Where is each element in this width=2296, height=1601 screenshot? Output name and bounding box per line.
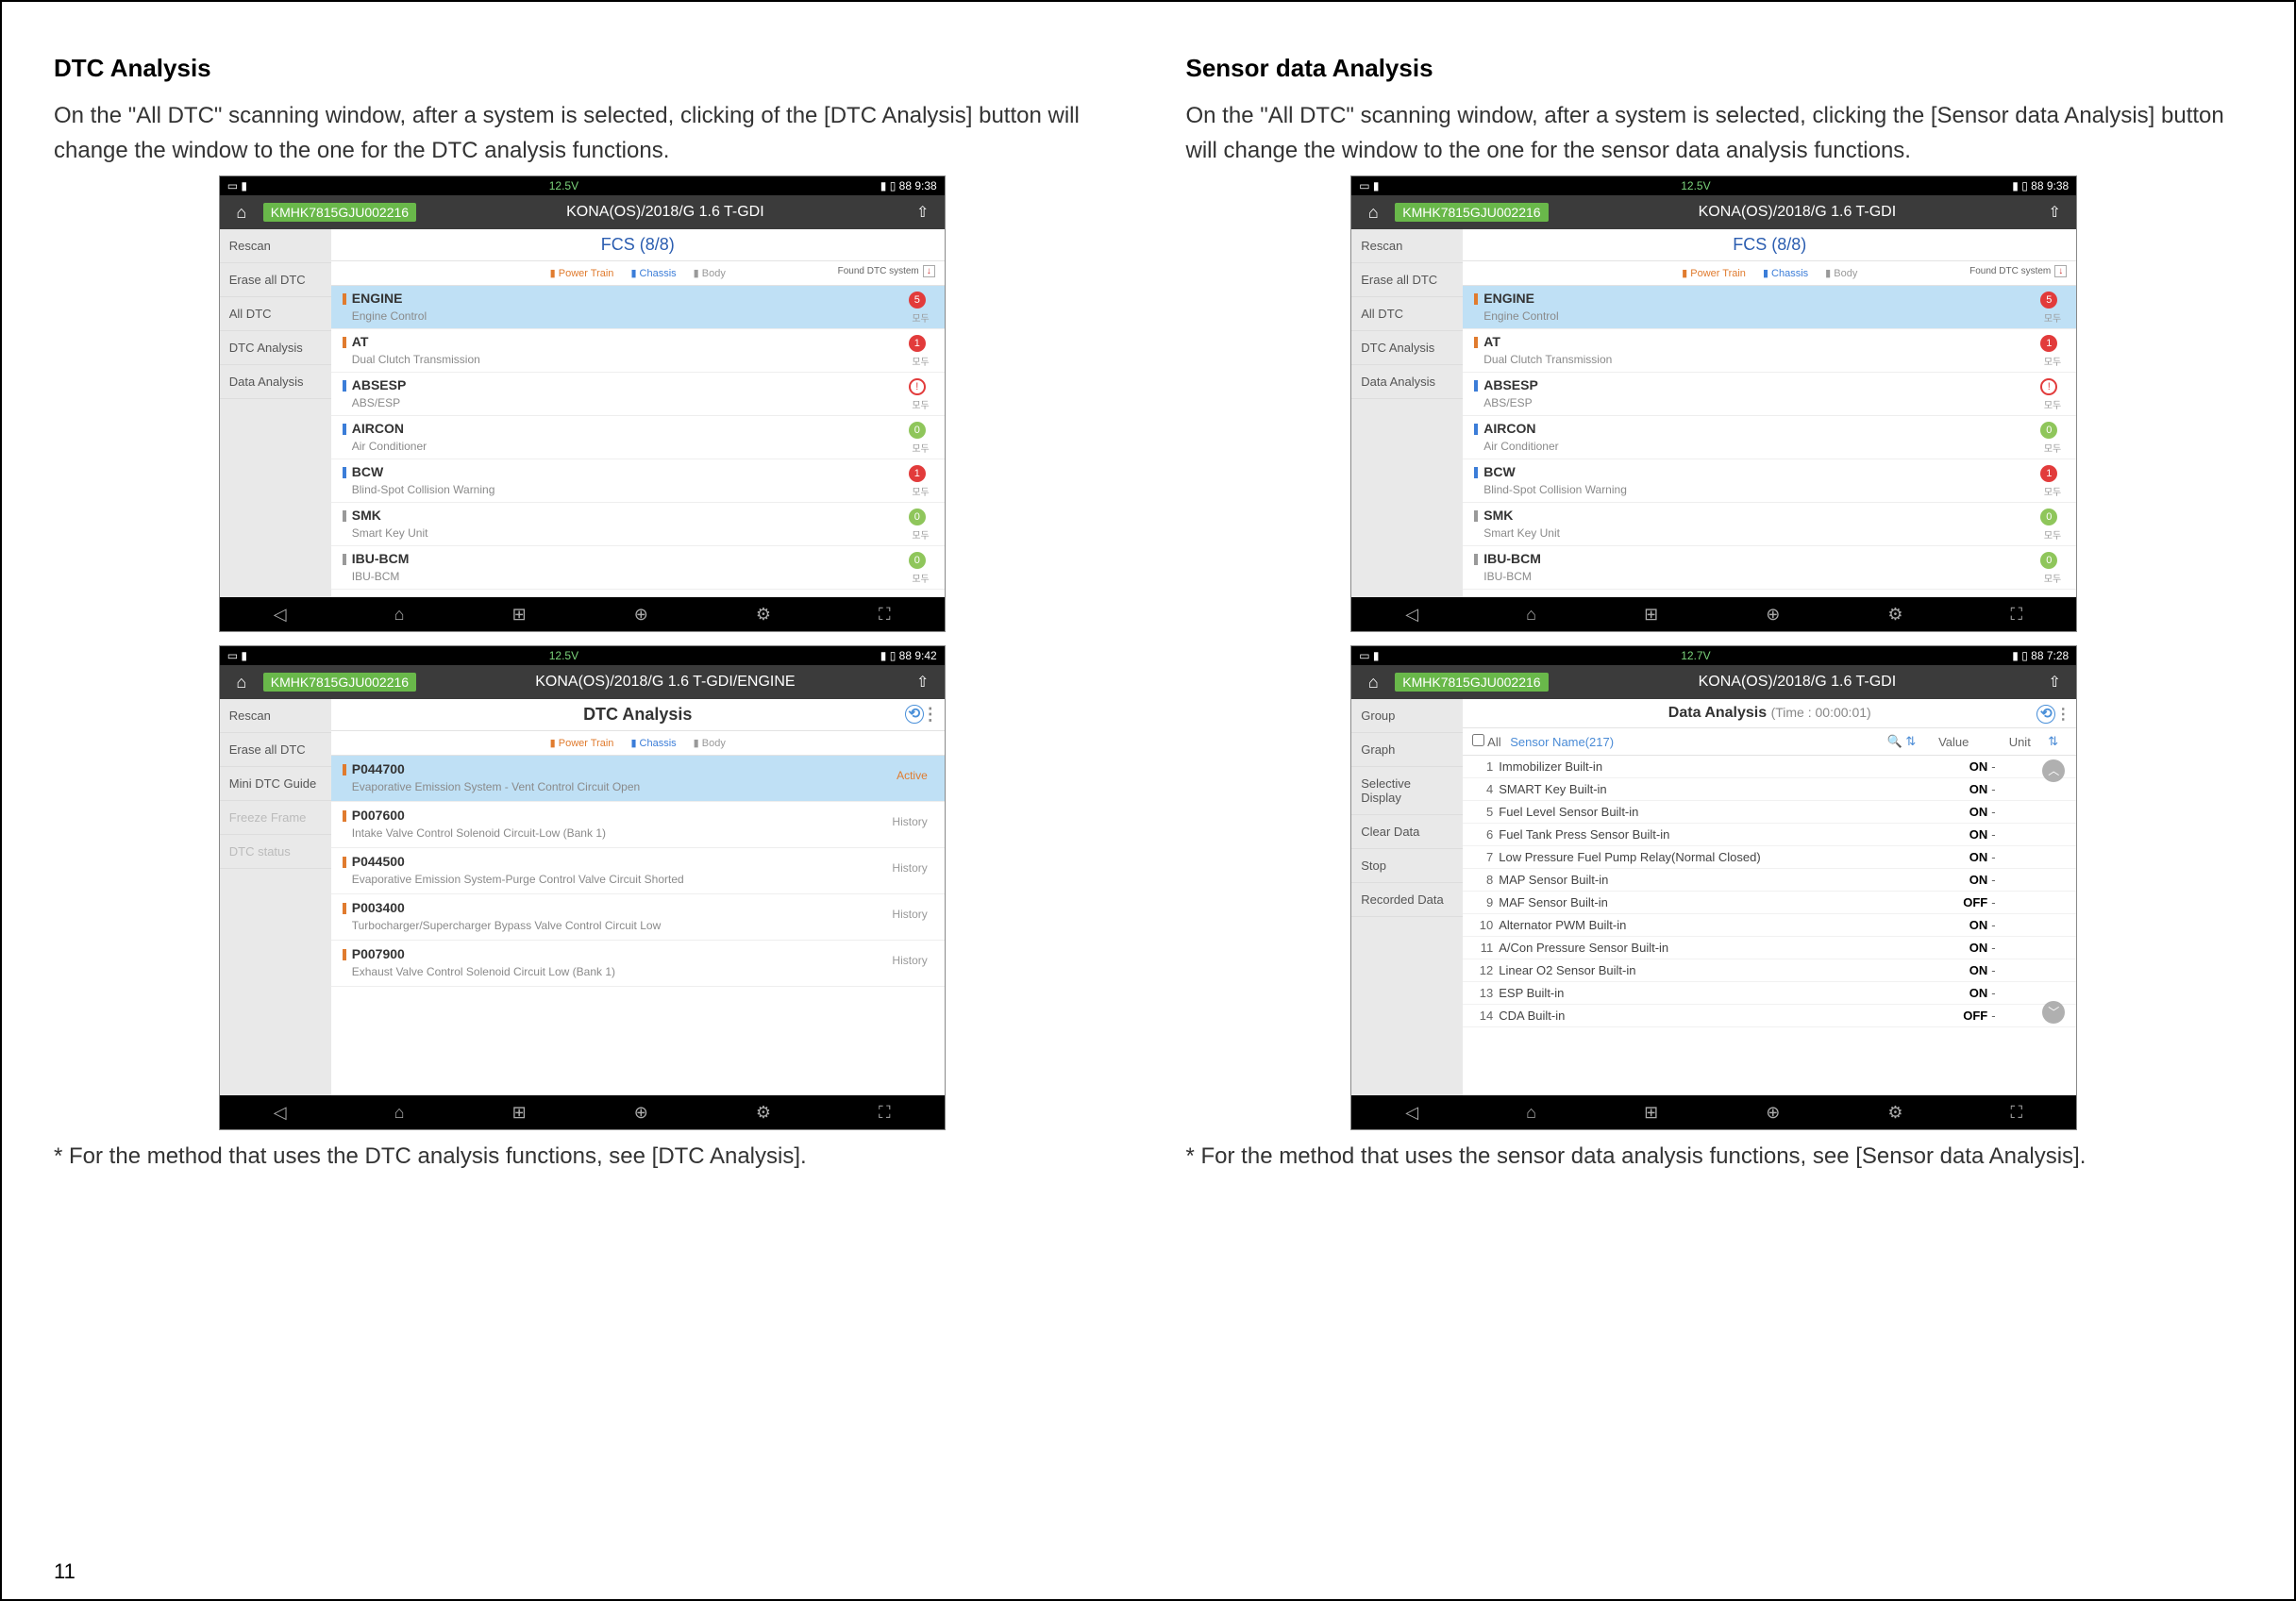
back-icon[interactable]: ◁ [274,605,287,625]
dtc-item[interactable]: P007900Exhaust Valve Control Solenoid Ci… [331,941,945,987]
system-item[interactable]: ABSESPABS/ESP!모두 [1463,373,2076,416]
sidebar-item[interactable]: Freeze Frame [220,801,331,835]
filter-chassis[interactable]: Chassis [630,267,676,279]
sidebar-item[interactable]: Graph [1351,733,1463,767]
system-item[interactable]: SMKSmart Key Unit0모두 [1463,503,2076,546]
sidebar-item[interactable]: Rescan [220,699,331,733]
filter-row: Power Train Chassis Body Found DTC syste… [331,261,945,286]
data-row[interactable]: 6Fuel Tank Press Sensor Built-inON- [1463,824,2076,846]
dtc-screenshot: ▭ ▮12.5V▮ ▯ 88 9:42 ⌂ KMHK7815GJU002216 … [219,645,946,1130]
fcs-screenshot-2: ▭ ▮12.5V▮ ▯ 88 9:38 ⌂ KMHK7815GJU002216 … [1350,175,2077,632]
data-header: All Sensor Name(217) 🔍 ⇅ Value Unit ⇅ [1463,728,2076,756]
system-item[interactable]: ATDual Clutch Transmission1모두 [331,329,945,373]
sidebar-item[interactable]: Data Analysis [220,365,331,399]
sidebar-item[interactable]: Data Analysis [1351,365,1463,399]
globe-icon[interactable]: ⊕ [634,605,648,625]
nav-bar: ◁ ⌂ ⊞ ⊕ ⚙ ⛶ [220,597,945,631]
filter-body[interactable]: Body [694,267,726,279]
system-item[interactable]: ATDual Clutch Transmission1모두 [1463,329,2076,373]
dtc-heading: DTC Analysis [54,54,1111,83]
sidebar-item[interactable]: All DTC [220,297,331,331]
system-item[interactable]: AIRCONAir Conditioner0모두 [331,416,945,459]
fcs-sidebar: RescanErase all DTCAll DTCDTC AnalysisDa… [220,229,331,597]
all-checkbox[interactable] [1472,734,1484,746]
sidebar-item[interactable]: Selective Display [1351,767,1463,815]
sidebar-item[interactable]: DTC status [220,835,331,869]
fcs-title: FCS (8/8) [331,229,945,261]
home-icon[interactable]: ⌂ [220,203,263,223]
data-screenshot: ▭ ▮12.7V▮ ▯ 88 7:28 ⌂ KMHK7815GJU002216 … [1350,645,2077,1130]
system-item[interactable]: ENGINEEngine Control5모두 [331,286,945,329]
data-row[interactable]: 9MAF Sensor Built-inOFF- [1463,892,2076,914]
sidebar-item[interactable]: Group [1351,699,1463,733]
fcs-screenshot: ▭ ▮12.5V▮ ▯ 88 9:38 ⌂ KMHK7815GJU002216 … [219,175,946,632]
dtc-item[interactable]: P007600Intake Valve Control Solenoid Cir… [331,802,945,848]
system-item[interactable]: AIRCONAir Conditioner0모두 [1463,416,2076,459]
filter-power[interactable]: Power Train [550,267,614,279]
data-row[interactable]: 13ESP Built-inON- [1463,982,2076,1005]
home-nav-icon[interactable]: ⌂ [394,605,405,625]
data-row[interactable]: 4SMART Key Built-inON- [1463,778,2076,801]
sidebar-item[interactable]: Erase all DTC [220,733,331,767]
sidebar-item[interactable]: All DTC [1351,297,1463,331]
dtc-title: DTC Analysis⟲⋮ [331,699,945,731]
sidebar-item[interactable]: Mini DTC Guide [220,767,331,801]
system-item[interactable]: IBU-BCMIBU-BCM0모두 [1463,546,2076,590]
sidebar-item[interactable]: DTC Analysis [1351,331,1463,365]
home-icon[interactable]: ⌂ [220,673,263,692]
data-row[interactable]: 11A/Con Pressure Sensor Built-inON- [1463,937,2076,959]
data-row[interactable]: 5Fuel Level Sensor Built-inON- [1463,801,2076,824]
data-row[interactable]: 8MAP Sensor Built-inON- [1463,869,2076,892]
page: DTC Analysis On the "All DTC" scanning w… [0,0,2296,1601]
page-number: 11 [54,1559,75,1584]
title-bar: ⌂ KMHK7815GJU002216 KONA(OS)/2018/G 1.6 … [220,195,945,229]
system-item[interactable]: ABSESPABS/ESP!모두 [331,373,945,416]
data-row[interactable]: 1Immobilizer Built-inON- [1463,756,2076,778]
right-column: Sensor data Analysis On the "All DTC" sc… [1186,54,2243,1170]
sidebar-item[interactable]: Recorded Data [1351,883,1463,917]
system-list: ENGINEEngine Control5모두ATDual Clutch Tra… [331,286,945,590]
dtc-footnote: * For the method that uses the DTC analy… [54,1143,1111,1170]
system-item[interactable]: IBU-BCMIBU-BCM0모두 [331,546,945,590]
sort-icon[interactable]: ⇅ [2048,734,2067,749]
data-row[interactable]: 12Linear O2 Sensor Built-inON- [1463,959,2076,982]
sensor-footnote: * For the method that uses the sensor da… [1186,1143,2243,1170]
refresh-icon[interactable]: ⟲ [2036,705,2055,724]
data-row[interactable]: 14CDA Built-inOFF- [1463,1005,2076,1027]
refresh-icon[interactable]: ⟲ [905,705,924,724]
dtc-item[interactable]: P003400Turbocharger/Supercharger Bypass … [331,894,945,941]
data-row[interactable]: 7Low Pressure Fuel Pump Relay(Normal Clo… [1463,846,2076,869]
search-icon[interactable]: 🔍 ⇅ [1872,734,1916,749]
system-item[interactable]: ENGINEEngine Control5모두 [1463,286,2076,329]
system-item[interactable]: SMKSmart Key Unit0모두 [331,503,945,546]
expand-icon[interactable]: ⛶ [879,605,891,625]
sidebar-item[interactable]: Erase all DTC [1351,263,1463,297]
sensor-heading: Sensor data Analysis [1186,54,2243,83]
sidebar-item[interactable]: Rescan [220,229,331,263]
gear-icon[interactable]: ⚙ [756,605,771,625]
system-item[interactable]: BCWBlind-Spot Collision Warning1모두 [1463,459,2076,503]
sensor-desc: On the "All DTC" scanning window, after … [1186,98,2243,168]
sidebar-item[interactable]: Erase all DTC [220,263,331,297]
vehicle-title: KONA(OS)/2018/G 1.6 T-GDI [429,204,901,221]
dtc-item[interactable]: P044500Evaporative Emission System-Purge… [331,848,945,894]
dtc-desc: On the "All DTC" scanning window, after … [54,98,1111,168]
dtc-item[interactable]: P044700Evaporative Emission System - Ven… [331,756,945,802]
data-title: Data Analysis (Time : 00:00:01)⟲⋮ [1463,699,2076,728]
vin-badge[interactable]: KMHK7815GJU002216 [263,203,416,222]
sidebar-item[interactable]: Stop [1351,849,1463,883]
data-row[interactable]: 10Alternator PWM Built-inON- [1463,914,2076,937]
sidebar-item[interactable]: Rescan [1351,229,1463,263]
system-item[interactable]: BCWBlind-Spot Collision Warning1모두 [331,459,945,503]
status-bar: ▭ ▮12.5V▮ ▯ 88 9:38 [220,176,945,195]
apps-icon[interactable]: ⊞ [512,605,527,625]
sidebar-item[interactable]: Clear Data [1351,815,1463,849]
sidebar-item[interactable]: DTC Analysis [220,331,331,365]
up-icon[interactable]: ⇧ [901,203,945,222]
left-column: DTC Analysis On the "All DTC" scanning w… [54,54,1111,1170]
